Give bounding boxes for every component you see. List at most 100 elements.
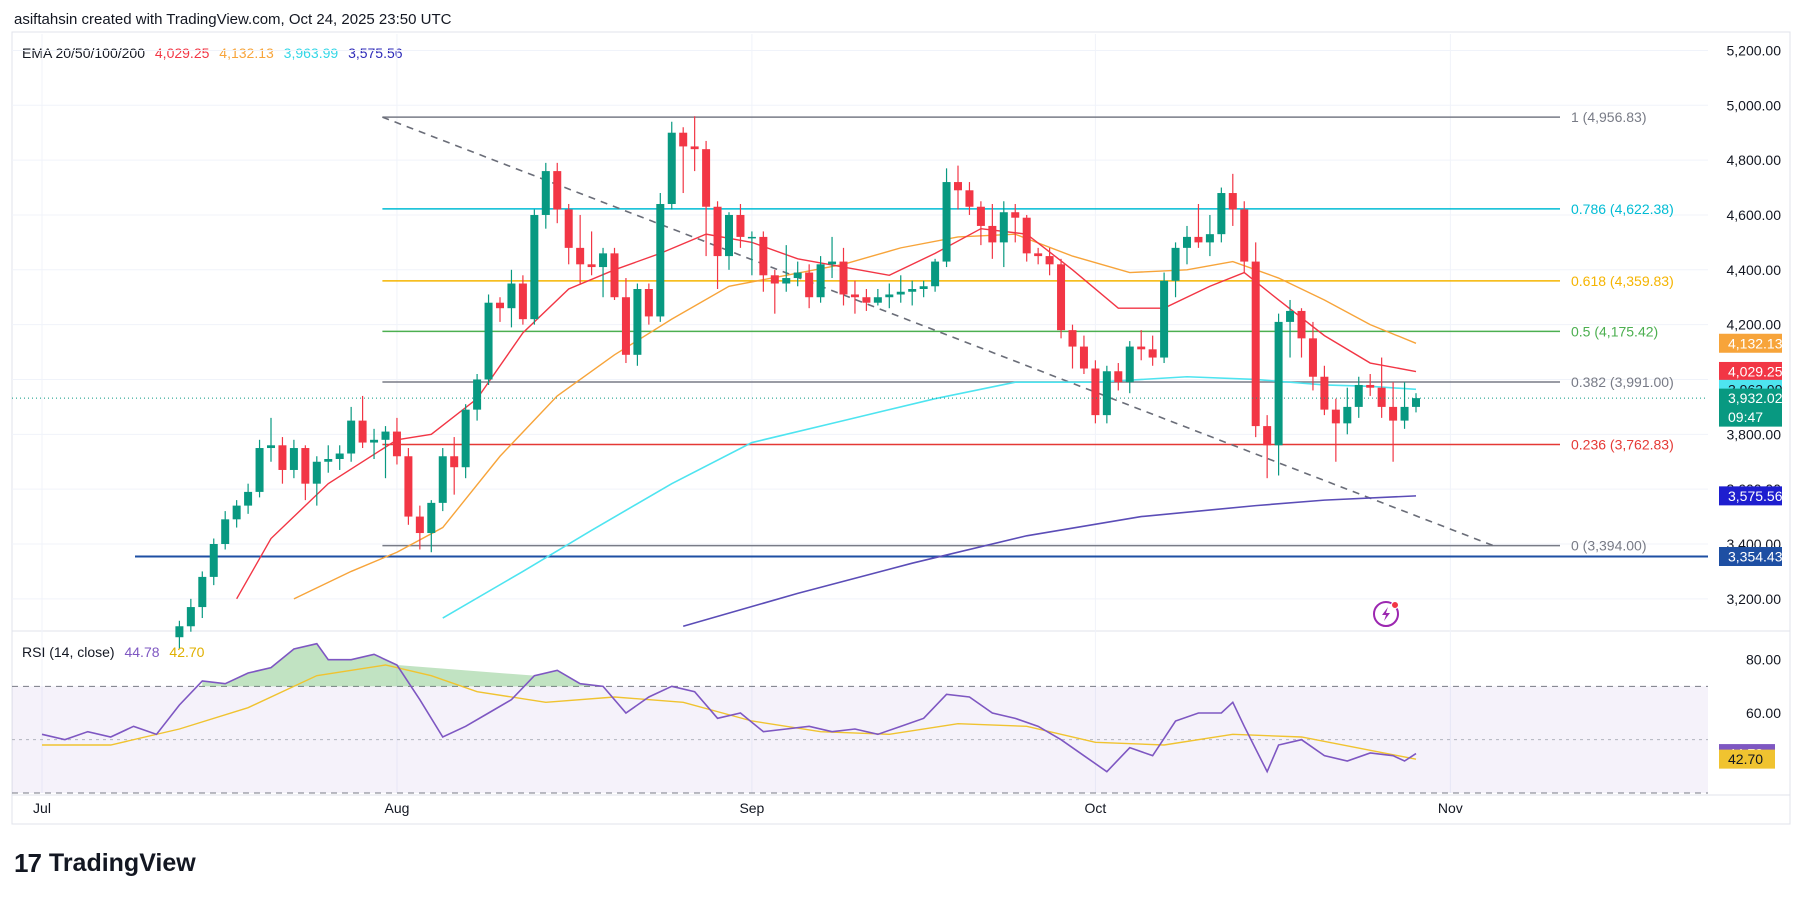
candle-body bbox=[1228, 193, 1237, 210]
price-tag-bg bbox=[1719, 388, 1782, 427]
rsi-legend[interactable]: RSI (14, close) 44.78 42.70 bbox=[22, 644, 210, 660]
rsi-overbought-fill bbox=[202, 643, 672, 687]
candle-body bbox=[782, 278, 791, 284]
candle-body bbox=[1389, 406, 1398, 421]
candle-body bbox=[702, 149, 711, 207]
candle-body bbox=[954, 182, 962, 191]
rsi-line bbox=[41, 642, 1417, 774]
candle-body bbox=[1274, 321, 1283, 446]
candle-body bbox=[221, 519, 230, 544]
candle-body bbox=[1320, 376, 1329, 410]
candle-body bbox=[553, 171, 562, 210]
price-tag-label: 3,354.43 bbox=[1728, 548, 1783, 564]
candle-body bbox=[461, 409, 470, 468]
price-tag-label: 3,932.02 bbox=[1728, 390, 1783, 406]
price-tick-label: 5,000.00 bbox=[1727, 97, 1782, 113]
ema20-value: 4,029.25 bbox=[154, 45, 210, 61]
fib-level-label: 0.618 (4,359.83) bbox=[1571, 273, 1674, 289]
price-axis: 3,200.003,400.003,600.003,800.004,000.00… bbox=[1719, 42, 1783, 769]
candle-body bbox=[1171, 247, 1180, 281]
candle-body bbox=[1022, 217, 1031, 254]
candle-body bbox=[1331, 409, 1340, 424]
candle-body bbox=[209, 544, 218, 577]
candle-body bbox=[324, 459, 333, 462]
tradingview-logo: 17 bbox=[14, 848, 42, 878]
candle-body bbox=[610, 253, 619, 298]
price-tag-bg bbox=[1719, 486, 1782, 506]
candle-body bbox=[255, 448, 264, 492]
candle-body bbox=[186, 607, 195, 627]
candle-body bbox=[931, 261, 940, 287]
candle-body bbox=[816, 264, 825, 298]
candle-body bbox=[690, 146, 699, 150]
price-tick-label: 4,800.00 bbox=[1727, 152, 1782, 168]
ema100-line bbox=[442, 375, 1417, 619]
price-tick-label: 3,200.00 bbox=[1727, 591, 1782, 607]
candle-body bbox=[450, 456, 459, 468]
candle-body bbox=[1217, 193, 1226, 235]
time-axis: Jul Aug Sep Oct Nov bbox=[33, 800, 1463, 816]
rsi-ma-value: 42.70 bbox=[169, 644, 205, 660]
candle-body bbox=[1377, 387, 1386, 407]
candle-body bbox=[1160, 280, 1169, 358]
ema-legend[interactable]: EMA 20/50/100/200 4,029.25 4,132.13 3,96… bbox=[22, 45, 409, 61]
time-tick-label: Aug bbox=[384, 800, 409, 816]
candle-body bbox=[1343, 406, 1352, 424]
candle-body bbox=[1034, 253, 1043, 257]
time-tick-label: Nov bbox=[1438, 800, 1463, 816]
candle-body bbox=[541, 171, 550, 215]
price-tag-label: 4,132.13 bbox=[1728, 335, 1783, 351]
candle-body bbox=[1194, 236, 1203, 243]
ema200-line bbox=[682, 495, 1417, 628]
candle-body bbox=[644, 289, 653, 317]
rsi-tag-label: 42.70 bbox=[1728, 751, 1763, 767]
candle-body bbox=[1057, 264, 1066, 331]
candle-body bbox=[232, 505, 241, 520]
candle-body bbox=[667, 132, 676, 204]
candle-body bbox=[599, 253, 608, 268]
candle-body bbox=[1125, 346, 1134, 383]
candle-body bbox=[438, 456, 447, 503]
candle-body bbox=[839, 261, 848, 295]
rsi-legend-label: RSI (14, close) bbox=[22, 644, 115, 660]
candle-body bbox=[267, 445, 275, 449]
candle-body bbox=[1183, 236, 1191, 248]
candle-body bbox=[988, 225, 997, 243]
candle-body bbox=[999, 212, 1008, 243]
candle-body bbox=[358, 420, 367, 443]
candle-body bbox=[908, 289, 917, 292]
candle-body bbox=[347, 420, 356, 454]
candle-body bbox=[885, 294, 894, 298]
candle-body bbox=[564, 209, 573, 248]
price-tag-countdown: 09:47 bbox=[1728, 409, 1763, 425]
ema50-value: 4,132.13 bbox=[219, 45, 274, 61]
candle-body bbox=[965, 190, 974, 207]
candle-body bbox=[587, 264, 596, 268]
candle-body bbox=[736, 214, 745, 237]
rsi-pane bbox=[12, 642, 1708, 794]
ema-legend-label: EMA 20/50/100/200 bbox=[22, 45, 145, 61]
rsi-tick-label: 80.00 bbox=[1746, 652, 1781, 668]
candle-body bbox=[370, 439, 379, 443]
rsi-value: 44.78 bbox=[124, 644, 160, 660]
candle-body bbox=[507, 283, 516, 309]
candle-body bbox=[484, 302, 493, 380]
candle-body bbox=[1011, 212, 1020, 218]
time-tick-label: Jul bbox=[33, 800, 51, 816]
candle-body bbox=[518, 283, 527, 320]
candle-body bbox=[381, 431, 390, 440]
rsi-tick-label: 60.00 bbox=[1746, 705, 1781, 721]
fib-level-label: 0.786 (4,622.38) bbox=[1571, 201, 1674, 217]
ema200-value: 3,575.56 bbox=[348, 45, 403, 61]
fib-level-label: 0.5 (4,175.42) bbox=[1571, 323, 1658, 339]
candle-body bbox=[1412, 398, 1420, 407]
candle-body bbox=[828, 261, 837, 265]
candle-body bbox=[919, 286, 928, 289]
fib-level-label: 1 (4,956.83) bbox=[1571, 109, 1647, 125]
candle-body bbox=[427, 502, 436, 534]
candle-body bbox=[278, 445, 287, 470]
replay-icon[interactable] bbox=[1373, 601, 1399, 627]
candle-body bbox=[530, 214, 539, 320]
tradingview-branding[interactable]: 17 TradingView bbox=[14, 848, 196, 879]
